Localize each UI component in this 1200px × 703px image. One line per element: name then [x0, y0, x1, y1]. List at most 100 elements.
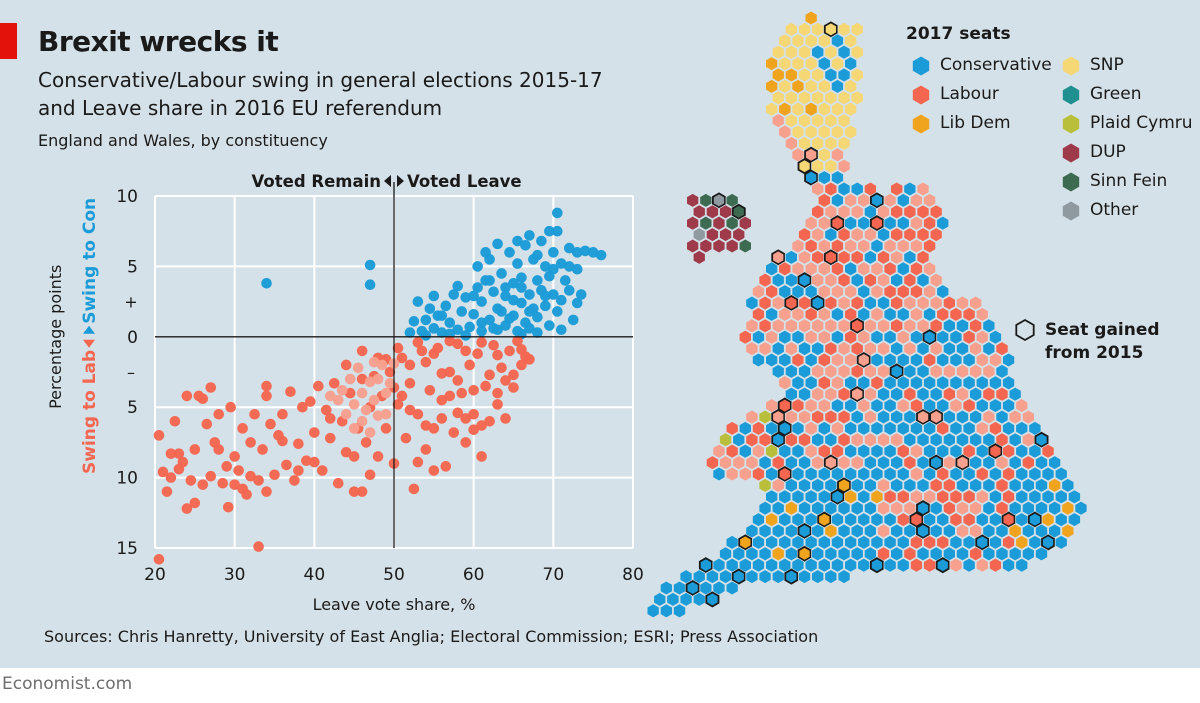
hexagon-icon: [912, 114, 930, 134]
seat-hex: [798, 500, 811, 516]
seat-hex: [811, 341, 825, 357]
seat-hex: [982, 455, 996, 471]
seat-hex: [923, 375, 937, 391]
seat-hex: [929, 477, 943, 493]
seat-hex: [712, 580, 726, 596]
seat-hex: [857, 329, 871, 345]
seat-hex: [975, 466, 989, 482]
seat-hex: [877, 432, 890, 448]
seat-hex: [811, 409, 825, 425]
data-point: [185, 475, 197, 486]
seat-hex: [1015, 489, 1029, 505]
data-point: [500, 413, 511, 424]
seat-hex: [1008, 477, 1022, 493]
seat-hex: [844, 329, 858, 345]
data-point: [352, 362, 364, 374]
seat-hex: [896, 261, 910, 277]
seat-hex: [1041, 443, 1055, 459]
seat-hex: [870, 443, 884, 459]
seat-hex: [942, 546, 956, 562]
seat-hex: [916, 477, 930, 493]
data-point: [563, 285, 575, 296]
seat-hex: [831, 557, 844, 573]
seat-hex: [1061, 523, 1075, 539]
data-point: [436, 413, 448, 424]
seat-hex: [850, 432, 864, 448]
arrow-up-icon: [83, 325, 95, 334]
seat-hex: [784, 523, 798, 539]
seat-gained-hex: [837, 477, 851, 494]
data-point: [384, 377, 396, 389]
seat-hex: [949, 557, 963, 573]
seat-hex: [896, 284, 910, 300]
seat-hex: [857, 261, 871, 277]
seat-hex: [798, 227, 811, 243]
seat-hex: [771, 477, 785, 493]
seat-hex: [686, 215, 700, 231]
seat-hex: [844, 78, 858, 94]
data-point: [448, 427, 460, 438]
seat-hex: [857, 215, 871, 231]
data-point: [496, 362, 507, 374]
seat-hex: [804, 352, 818, 368]
seat-hex: [883, 443, 897, 459]
seat-hex: [942, 455, 956, 471]
seat-gained-label-line2: from 2015: [1045, 343, 1144, 363]
x-tick-label: 40: [304, 565, 326, 585]
seat-gained-label-line1: Seat gained: [1045, 320, 1160, 340]
seat-hex: [831, 78, 844, 94]
seat-hex: [916, 227, 930, 243]
seat-hex: [910, 306, 923, 322]
data-point: [524, 289, 535, 300]
seat-hex: [837, 500, 851, 516]
seat-hex: [936, 352, 950, 368]
seat-hex: [699, 580, 713, 596]
seat-hex: [1021, 477, 1035, 493]
seat-hex: [1035, 455, 1048, 471]
seat-hex: [910, 375, 923, 391]
seat-gained-hex: [1001, 511, 1016, 528]
data-point: [324, 390, 336, 402]
seat-hex: [969, 523, 983, 539]
data-point: [428, 323, 440, 334]
seat-gained-hex: [830, 215, 845, 232]
data-point: [472, 348, 483, 359]
seat-hex: [857, 306, 871, 322]
data-point: [500, 282, 511, 293]
data-point: [476, 317, 487, 329]
seat-hex: [995, 546, 1009, 562]
seat-hex: [903, 409, 917, 425]
seat-hex: [903, 227, 917, 243]
subtitle-line-1: Conservative/Labour swing in general ele…: [38, 68, 603, 92]
seat-hex: [910, 557, 923, 573]
data-point: [340, 359, 352, 371]
seat-hex: [863, 409, 877, 425]
seat-hex: [705, 204, 719, 220]
seat-hex: [910, 238, 923, 254]
seat-hex: [831, 398, 844, 414]
data-point: [524, 354, 535, 365]
data-point: [344, 387, 356, 399]
seat-hex: [778, 56, 792, 72]
seat-hex: [752, 557, 765, 573]
seat-hex: [771, 523, 785, 539]
seat-hex: [804, 489, 818, 505]
seat-gained-hex: [870, 557, 884, 574]
data-point: [532, 327, 543, 338]
seat-hex: [890, 249, 904, 265]
seat-hex: [784, 432, 798, 448]
seat-hex: [837, 569, 851, 585]
seat-hex: [811, 477, 825, 493]
seat-hex: [975, 512, 989, 528]
data-point: [249, 408, 260, 420]
seat-hex: [890, 341, 904, 357]
swing-to-con-label: Swing to Con: [80, 198, 100, 324]
data-point: [440, 300, 452, 312]
data-point: [261, 380, 272, 392]
seat-hex: [863, 546, 877, 562]
seat-hex: [791, 466, 805, 482]
seat-hex: [844, 512, 858, 528]
arrow-down-icon: [83, 339, 95, 348]
voted-remain-label: Voted Remain: [252, 172, 381, 191]
data-point: [297, 401, 308, 413]
